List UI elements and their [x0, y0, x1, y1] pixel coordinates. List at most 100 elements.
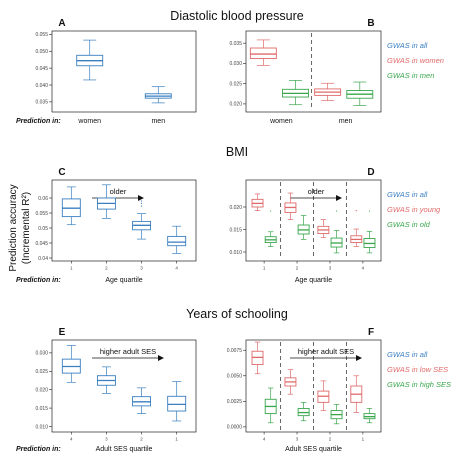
x-category-label: men	[151, 118, 165, 125]
y-tick-label: 0.0050	[227, 374, 243, 380]
box-all	[96, 366, 116, 394]
x-category-label: women	[77, 118, 101, 125]
section-title-dbp: Diastolic blood pressure	[170, 9, 303, 23]
annotation-label: older	[110, 187, 127, 196]
annotation-arrow-head	[158, 355, 164, 361]
outlier-point	[368, 210, 371, 212]
box-women_young_lowses	[314, 82, 342, 102]
outlier-point	[270, 210, 272, 212]
y-tick-label: 0.040	[35, 83, 48, 89]
annotation-arrow-head	[138, 195, 144, 201]
panel-b: B 0.020 0.025 0.030 0.035 women men GWAS in all…	[229, 18, 443, 125]
box-men_old_highses	[330, 404, 343, 425]
y-tick-label: 0.015	[35, 406, 48, 412]
panel-e: E 0.010 0.015 0.020 0.025 0.030 4 3 2 1 Adult SES …	[16, 327, 197, 453]
plot-frame	[245, 179, 382, 262]
legend-entry: GWAS in low SES	[387, 365, 448, 374]
y-tick-label: 0.020	[229, 102, 242, 108]
plot-frame	[51, 179, 197, 262]
panel-letter: B	[367, 18, 374, 29]
panel-d: D 0.010 0.015 0.020 1 2 3 4 Age quartile older GWA…	[229, 167, 441, 284]
section-title-schooling: Years of schooling	[186, 307, 288, 321]
x-category-label: women	[269, 118, 293, 125]
y-tick-label: 0.045	[35, 241, 48, 247]
plot-frame	[245, 339, 382, 433]
annotation-arrow-head	[336, 195, 342, 201]
x-category-label: 1	[175, 437, 178, 442]
box-women_young_lowses	[251, 193, 264, 211]
x-category-label: men	[339, 118, 353, 125]
box-men_old_highses	[330, 210, 343, 254]
prediction-in-label: Prediction in:	[16, 118, 61, 125]
section-title-bmi: BMI	[226, 145, 248, 159]
outlier-point	[140, 202, 143, 204]
box-women_young_lowses	[317, 380, 330, 411]
y-tick-label: 0.0075	[227, 348, 243, 354]
y-tick-label: 0.035	[35, 100, 48, 106]
box-men_old_highses	[363, 210, 376, 254]
box-women_young_lowses	[350, 375, 363, 413]
box-women_young_lowses	[350, 210, 363, 247]
y-axis-title-line-2: (Incremental R²)	[21, 192, 32, 264]
legend-entry: GWAS in all	[387, 41, 428, 50]
x-category-label: 2	[329, 437, 332, 442]
legend-entry: GWAS in old	[387, 220, 431, 229]
box-men_old_highses	[297, 215, 310, 240]
y-tick-label: 0.04	[38, 256, 48, 262]
x-category-label: 4	[362, 266, 365, 271]
x-axis-title: Adult SES quartile	[285, 446, 342, 453]
y-tick-label: 0.05	[38, 226, 48, 232]
panel-letter: A	[58, 18, 65, 29]
x-category-label: 4	[263, 437, 266, 442]
box-women_young_lowses	[251, 341, 264, 375]
legend-entry: GWAS in high SES	[387, 380, 451, 389]
box-men_old_highses	[297, 402, 310, 422]
outlier-point	[335, 210, 338, 212]
y-tick-label: 0.020	[35, 387, 48, 393]
y-tick-label: 0.020	[229, 205, 242, 211]
box-men_old_highses	[282, 80, 309, 106]
panels: A 0.035 0.040 0.045 0.050 0.055 women men Predic…	[16, 18, 451, 453]
x-axis-title: Adult SES quartile	[96, 446, 153, 453]
x-category-label: 2	[140, 437, 143, 442]
prediction-in-label: Prediction in:	[16, 446, 61, 453]
x-category-label: 2	[105, 266, 108, 271]
x-category-label: 4	[175, 266, 178, 271]
legend-entry: GWAS in men	[387, 71, 434, 80]
y-tick-label: 0.010	[229, 250, 242, 256]
box-women_young_lowses	[249, 39, 277, 66]
panel-a: A 0.035 0.040 0.045 0.050 0.055 women men Predic…	[16, 18, 197, 125]
legend-entry: GWAS in young	[387, 205, 441, 214]
outlier-point	[140, 205, 143, 207]
x-category-label: 1	[70, 266, 73, 271]
box-women_young_lowses	[317, 219, 330, 238]
panel-f: F 0.0000 0.0025 0.0050 0.0075 4 3 2 1 Adult SES q…	[227, 327, 451, 453]
annotation-label: higher adult SES	[298, 347, 354, 356]
y-tick-label: 0.030	[35, 351, 48, 357]
box-iqr	[167, 395, 187, 412]
box-all	[167, 225, 187, 254]
legend-entry: GWAS in women	[387, 56, 444, 65]
x-category-label: 3	[105, 437, 108, 442]
panel-c: C 0.04 0.045 0.05 0.055 0.06 1 2 3 4 Age quartile P…	[16, 167, 197, 284]
box-men_old_highses	[363, 408, 376, 424]
box-all	[61, 186, 81, 226]
y-tick-label: 0.035	[229, 41, 242, 47]
box-men_old_highses	[264, 210, 277, 247]
y-axis-title-line-1: Prediction accuracy	[8, 184, 19, 271]
box-all	[144, 86, 172, 104]
y-axis-title: Prediction accuracy (Incremental R²)	[8, 184, 32, 271]
x-category-label: 1	[263, 266, 266, 271]
annotation-label: older	[308, 187, 325, 196]
y-tick-label: 0.0000	[227, 425, 243, 431]
box-women_young_lowses	[284, 369, 297, 395]
y-tick-label: 0.015	[229, 227, 242, 233]
x-category-label: 4	[70, 437, 73, 442]
box-all	[96, 184, 116, 219]
box-iqr	[249, 47, 277, 59]
y-tick-label: 0.06	[38, 196, 48, 202]
y-tick-label: 0.030	[229, 61, 242, 67]
x-category-label: 2	[296, 266, 299, 271]
panel-letter: E	[59, 327, 66, 338]
